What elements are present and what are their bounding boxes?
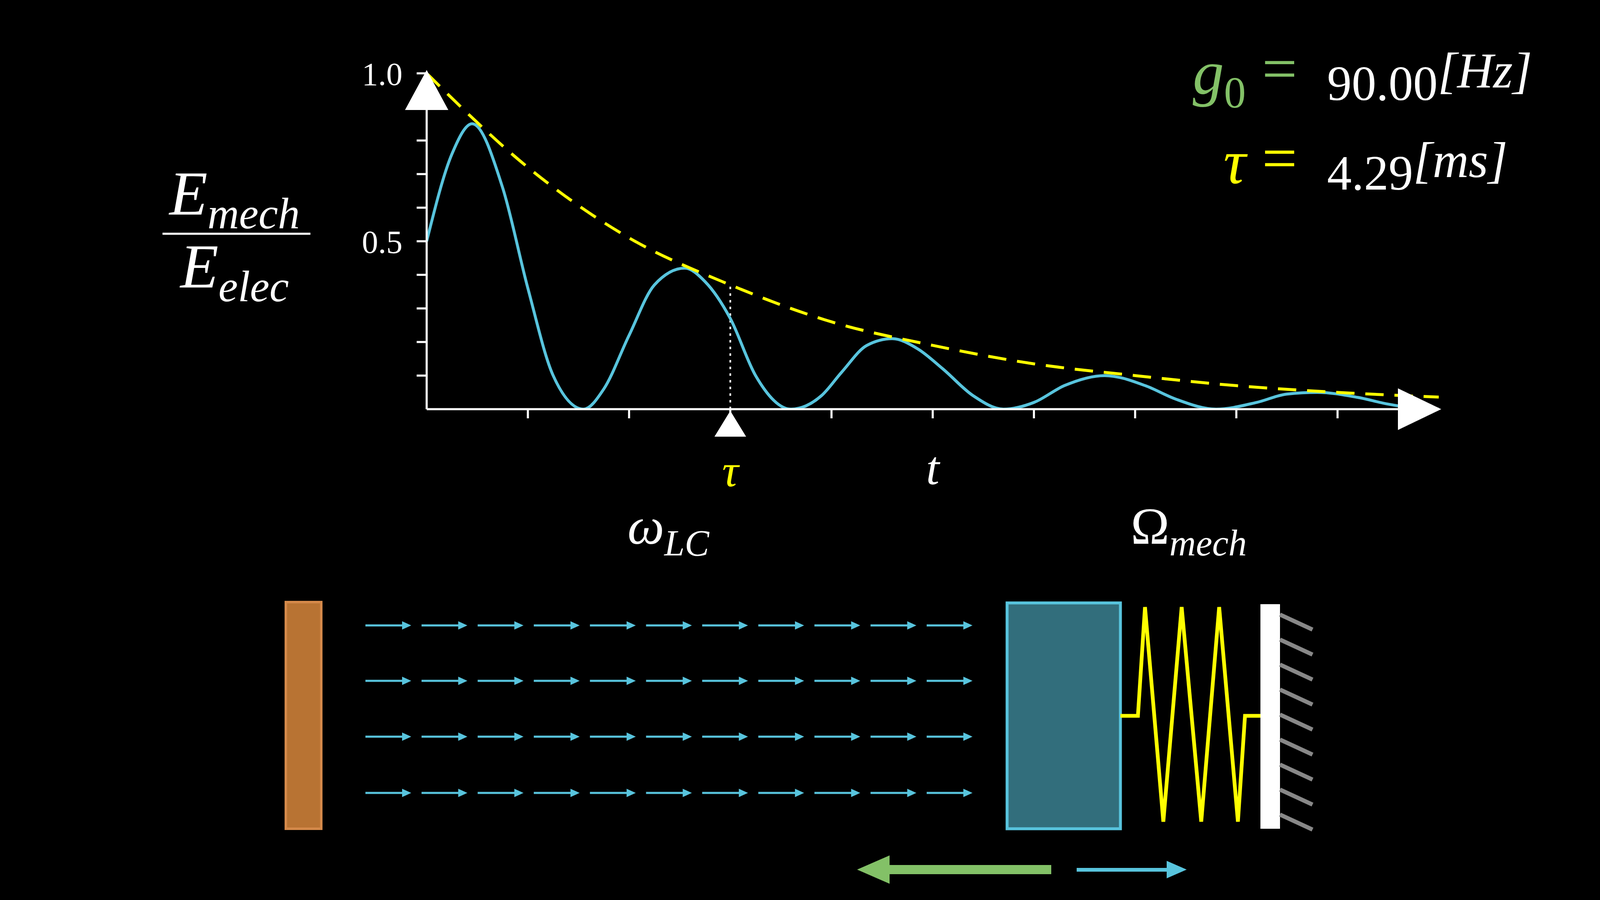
svg-text:ωLC: ωLC [627,497,710,564]
svg-text:90.00[Hz]: 90.00[Hz] [1327,42,1533,111]
svg-text:t: t [926,441,941,495]
svg-text:4.29[ms]: 4.29[ms] [1327,132,1508,201]
svg-text:Eelec: Eelec [179,231,290,311]
svg-text:τ: τ [722,445,740,497]
svg-text:τ: τ [1223,127,1248,197]
svg-text:Ωmech: Ωmech [1130,497,1248,564]
svg-text:g0: g0 [1192,37,1247,118]
svg-text:Emech: Emech [168,158,300,238]
svg-text:0.5: 0.5 [362,223,403,260]
svg-text:=: = [1262,33,1298,103]
svg-text:1.0: 1.0 [362,55,403,93]
svg-text:=: = [1262,123,1298,193]
